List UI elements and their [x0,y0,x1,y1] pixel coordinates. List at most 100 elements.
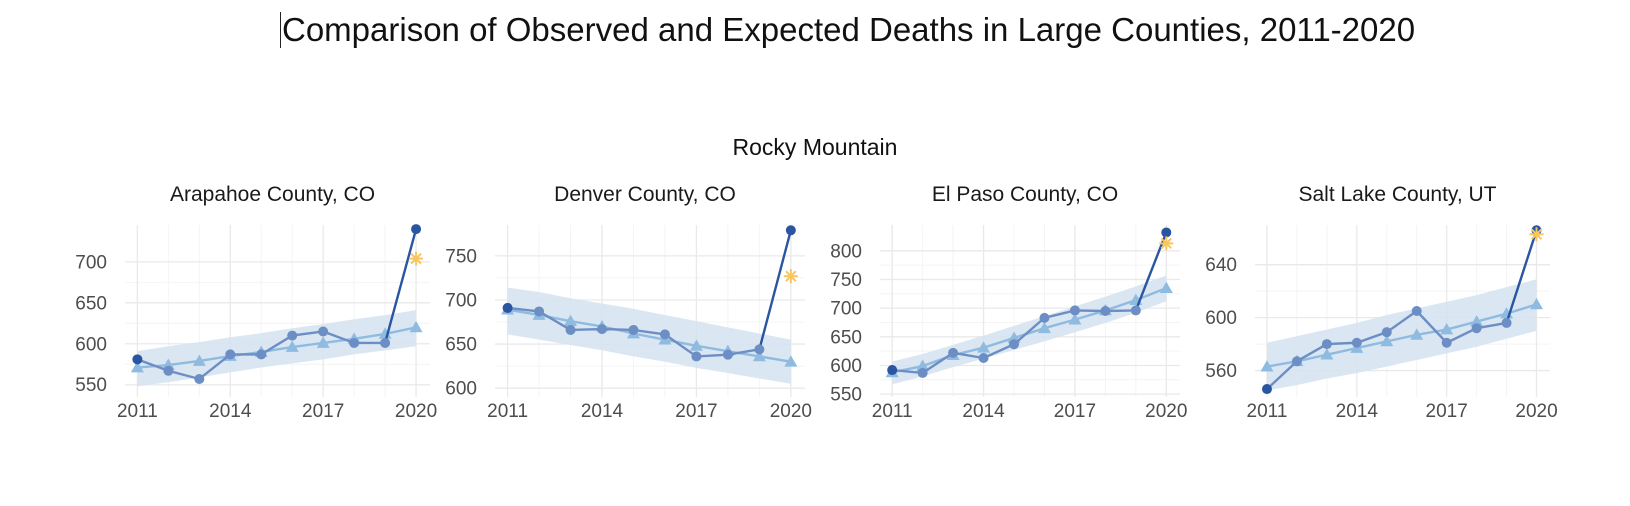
expected-point [1037,321,1051,334]
observed-point [1039,312,1050,323]
y-tick-label: 650 [830,327,862,348]
expected-point [1260,360,1274,372]
x-tick-label: 2014 [1336,401,1379,422]
expected-point [1068,313,1082,325]
excess-asterisk-marker [1159,236,1174,251]
y-tick-label: 600 [445,379,477,400]
observed-point [978,353,989,364]
observed-point [534,306,545,317]
y-tick-label: 550 [75,375,107,396]
observed-point [194,373,205,384]
expected-series-line [891,286,1167,374]
x-tick-label: 2011 [117,401,158,422]
observed-point [1471,323,1482,334]
expected-series-line [1266,303,1537,368]
y-tick-label: 600 [830,356,862,377]
observed-point [1069,305,1080,316]
observed-point [287,330,298,341]
expected-point [192,354,206,366]
expected-point [378,327,392,339]
x-tick-label: 2011 [1247,401,1288,422]
y-tick-label: 650 [445,335,477,356]
excess-asterisk-marker [1529,227,1544,242]
y-tick-label: 560 [1205,361,1237,382]
x-tick-label: 2011 [872,401,913,422]
x-tick-label: 2020 [1515,401,1557,422]
observed-point [1009,339,1020,350]
asterisk-stroke [785,270,797,282]
expected-point [1530,297,1544,310]
x-tick-label: 2017 [1426,401,1468,422]
y-tick-label: 750 [445,246,477,267]
expected-point [1320,348,1334,360]
expected-point [977,341,991,353]
observed-point [1351,337,1362,348]
x-tick-label: 2014 [209,401,252,422]
expected-point [1440,323,1454,335]
asterisk-stroke [1160,237,1172,250]
y-tick-label: 600 [75,334,107,355]
observed-point [411,224,422,235]
y-tick-label: 700 [445,290,477,311]
observed-point [1100,306,1111,316]
asterisk-stroke [1530,228,1543,240]
expected-point [1159,281,1173,293]
expected-confidence-band [1266,279,1537,391]
observed-point [1321,339,1332,350]
observed-point [1261,384,1272,395]
observed-point [380,337,391,348]
expected-series-line [507,308,792,363]
observed-point [132,354,143,365]
observed-point [722,349,733,360]
expected-point [784,355,798,367]
facet-title: El Paso County, CO [932,183,1118,206]
expected-point [316,336,330,348]
expected-point [285,340,299,352]
observed-point [565,324,576,335]
expected-point [130,361,144,373]
observed-point [1501,317,1512,328]
x-tick-label: 2014 [962,401,1005,422]
expected-confidence-band [137,310,417,387]
expected-point [689,339,703,351]
chart-title: Comparison of Observed and Expected Deat… [282,11,1416,48]
observed-point [349,337,360,348]
region-title: Rocky Mountain [732,134,898,160]
y-tick-label: 600 [1205,308,1237,329]
observed-point [785,225,796,236]
observed-point [163,365,174,376]
facet-title: Arapahoe County, CO [170,183,375,206]
y-tick-label: 700 [75,252,107,273]
observed-point [917,367,928,378]
excess-asterisk-marker [783,269,798,284]
observed-point [1441,337,1452,348]
x-tick-label: 2017 [675,401,717,422]
observed-point [1381,327,1392,338]
observed-point [1291,356,1302,367]
observed-point [659,329,670,340]
x-tick-label: 2020 [1145,401,1187,422]
y-tick-label: 550 [830,385,862,406]
facet-title: Salt Lake County, UT [1298,183,1496,206]
expected-series-line [137,326,417,369]
y-tick-label: 800 [830,241,862,262]
x-tick-label: 2014 [581,401,624,422]
observed-series-line-2020 [758,229,792,350]
expected-point [1470,315,1484,327]
x-tick-label: 2020 [395,401,437,422]
observed-point [1411,306,1422,316]
panel-1: 550 600 650 700 2011 2014 2017 2020 Arapahoe Cou… [75,183,437,422]
observed-point [225,349,236,360]
observed-point [318,326,329,337]
panel-4: 560 600 640 2011 2014 2017 2020 Salt Lake Count… [1205,183,1557,422]
observed-series-line-2020 [1134,232,1168,311]
observed-point [691,351,702,362]
observed-point [502,302,513,313]
expected-point [916,359,930,371]
y-tick-label: 650 [75,293,107,314]
observed-point [887,365,898,376]
excess-asterisk-marker [409,251,424,266]
observed-series-line-2020 [1505,229,1538,324]
expected-point [409,320,423,333]
